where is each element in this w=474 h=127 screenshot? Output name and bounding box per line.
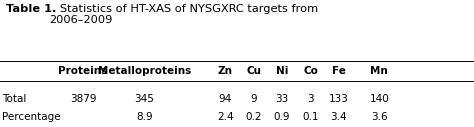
Text: Co: Co [303, 66, 318, 76]
Text: 94: 94 [219, 94, 232, 104]
Text: Fe: Fe [332, 66, 346, 76]
Text: 3879: 3879 [70, 94, 96, 104]
Text: 3.6: 3.6 [371, 112, 388, 122]
Text: 345: 345 [135, 94, 155, 104]
Text: 133: 133 [329, 94, 349, 104]
Text: Ni: Ni [276, 66, 288, 76]
Text: 0.1: 0.1 [302, 112, 319, 122]
Text: 3: 3 [307, 94, 314, 104]
Text: 8.9: 8.9 [136, 112, 153, 122]
Text: 0.9: 0.9 [274, 112, 290, 122]
Text: Metalloproteins: Metalloproteins [98, 66, 191, 76]
Text: 33: 33 [275, 94, 289, 104]
Text: 140: 140 [369, 94, 389, 104]
Text: Total: Total [2, 94, 27, 104]
Text: Percentage: Percentage [2, 112, 61, 122]
Text: 0.2: 0.2 [246, 112, 262, 122]
Text: Mn: Mn [370, 66, 388, 76]
Text: 3.4: 3.4 [330, 112, 347, 122]
Text: Cu: Cu [246, 66, 261, 76]
Text: 2.4: 2.4 [217, 112, 234, 122]
Text: 9: 9 [250, 94, 257, 104]
Text: Proteins: Proteins [58, 66, 108, 76]
Text: Statistics of HT-XAS of NYSGXRC targets from
2006–2009: Statistics of HT-XAS of NYSGXRC targets … [49, 4, 319, 25]
Text: Table 1.: Table 1. [6, 4, 56, 14]
Text: Zn: Zn [218, 66, 233, 76]
